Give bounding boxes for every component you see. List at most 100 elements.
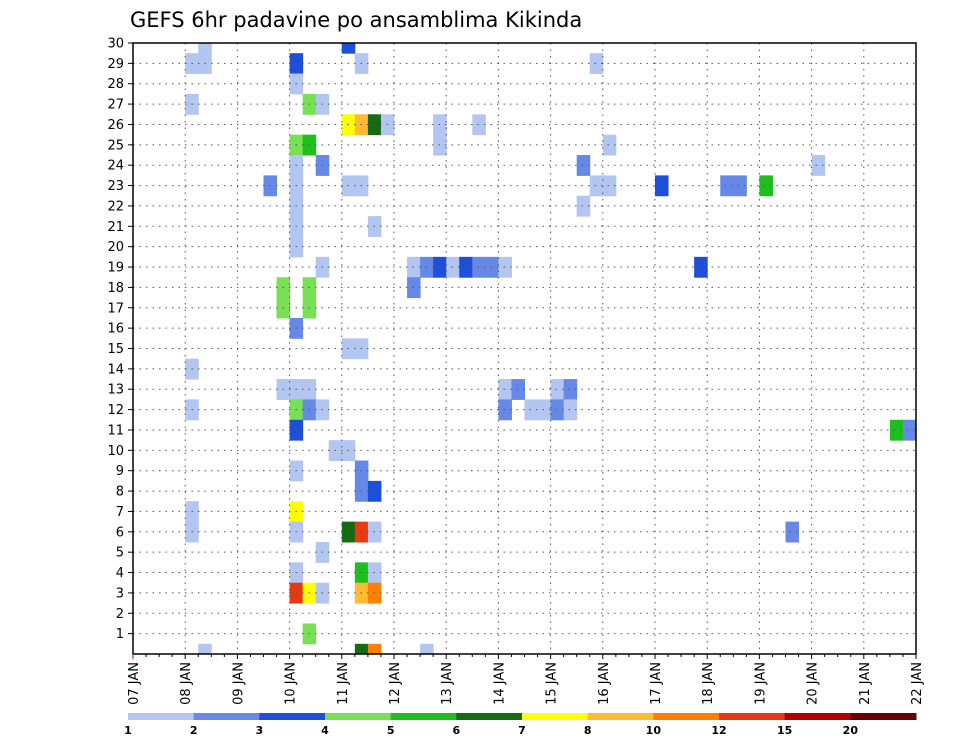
heatmap-cell — [902, 419, 917, 441]
heatmap-cell — [602, 134, 617, 156]
colorbar-label: 2 — [190, 724, 198, 737]
heatmap-cell — [589, 53, 604, 75]
colorbar-segment — [719, 713, 786, 720]
y-tick-label: 8 — [116, 485, 124, 500]
y-tick-label: 25 — [107, 138, 124, 153]
heatmap-cell — [889, 419, 904, 441]
y-tick-label: 22 — [107, 199, 124, 214]
colorbar-label: 4 — [321, 724, 329, 737]
x-tick-label: 17 JAN — [649, 662, 664, 705]
heatmap-cell — [420, 643, 434, 655]
x-tick-label: 19 JAN — [753, 662, 768, 705]
heatmap-cell — [354, 643, 369, 655]
y-tick-label: 24 — [107, 159, 124, 174]
y-tick-label: 30 — [107, 37, 124, 52]
x-axis-ticks: 07 JAN 08 JAN 09 JAN 10 JAN 11 JAN 12 JAN 13 J… — [127, 654, 925, 705]
y-tick-label: 4 — [116, 566, 124, 581]
heatmap-cell — [589, 175, 604, 197]
heatmap-cell — [563, 379, 578, 400]
heatmap-cell — [198, 43, 212, 54]
x-tick-label: 08 JAN — [179, 662, 194, 705]
heatmap-cell — [602, 175, 617, 197]
y-tick-label: 14 — [107, 362, 124, 377]
y-axis-ticks: 1234567891011121314151617181920212223242… — [107, 37, 133, 642]
colorbar-label: 7 — [518, 724, 526, 737]
heatmap-cell — [694, 256, 708, 278]
y-tick-label: 6 — [116, 525, 124, 540]
x-tick-label: 21 JAN — [858, 662, 873, 705]
x-tick-label: 07 JAN — [127, 662, 142, 705]
y-tick-label: 23 — [107, 179, 124, 194]
heatmap-cell — [459, 256, 473, 278]
colorbar-segment — [325, 713, 392, 720]
colorbar-segment — [850, 713, 917, 720]
colorbar-label: 10 — [646, 724, 662, 737]
y-tick-label: 20 — [107, 240, 124, 255]
colorbar-label: 1 — [124, 724, 132, 737]
y-tick-label: 28 — [107, 77, 124, 92]
grid-lines — [133, 43, 916, 654]
chart-title: GEFS 6hr padavine po ansamblima Kikinda — [130, 8, 582, 32]
y-tick-label: 19 — [107, 261, 124, 276]
y-tick-label: 16 — [107, 322, 124, 337]
y-tick-label: 17 — [107, 301, 124, 316]
x-tick-label: 11 JAN — [336, 662, 351, 705]
heatmap-cell — [498, 256, 512, 278]
heatmap-cell — [367, 643, 382, 655]
heatmap-cell — [498, 379, 512, 400]
y-tick-label: 7 — [116, 505, 124, 520]
x-tick-label: 09 JAN — [231, 662, 246, 705]
colorbar-segment — [390, 713, 457, 720]
colorbar-label: 5 — [387, 724, 395, 737]
y-tick-label: 29 — [107, 57, 124, 72]
colorbar-segment — [587, 713, 654, 720]
heatmap-cell — [524, 399, 539, 421]
y-tick-label: 9 — [116, 464, 124, 479]
y-tick-label: 3 — [116, 586, 124, 601]
heatmap-cell — [498, 399, 512, 421]
colorbar-label: 20 — [843, 724, 859, 737]
heatmap-cell — [563, 399, 578, 421]
y-tick-label: 13 — [107, 383, 124, 398]
x-tick-label: 14 JAN — [492, 662, 507, 705]
heatmap-cell — [720, 175, 734, 197]
colorbar-segment — [653, 713, 720, 720]
x-tick-label: 15 JAN — [545, 662, 560, 705]
y-tick-label: 11 — [107, 423, 124, 438]
heatmap-cell — [785, 521, 800, 543]
y-tick-label: 21 — [107, 220, 124, 235]
colorbar-segment — [259, 713, 326, 720]
y-tick-label: 12 — [107, 403, 124, 418]
heatmap-cell — [733, 175, 747, 197]
colorbar-label: 15 — [777, 724, 792, 737]
y-tick-label: 15 — [107, 342, 124, 357]
y-tick-label: 10 — [107, 444, 124, 459]
x-tick-label: 12 JAN — [388, 662, 403, 705]
heatmap-cell — [198, 643, 212, 655]
colorbar-segment — [522, 713, 589, 720]
x-tick-label: 10 JAN — [284, 662, 299, 705]
colorbar-segment — [193, 713, 260, 720]
x-tick-label: 18 JAN — [701, 662, 716, 705]
heatmap-cell — [472, 256, 486, 278]
heatmap-cell — [341, 43, 356, 54]
y-tick-label: 27 — [107, 98, 124, 113]
colorbar-label: 3 — [256, 724, 264, 737]
x-tick-label: 16 JAN — [597, 662, 612, 705]
heatmap-cell — [576, 195, 591, 217]
heatmap-cell — [511, 379, 525, 400]
y-tick-label: 5 — [116, 546, 124, 561]
y-tick-label: 1 — [116, 627, 124, 642]
y-tick-label: 2 — [116, 607, 124, 622]
colorbar: 1 2 3 4 5 6 7 8 10 12 15 20 — [124, 713, 917, 737]
heatmap-cell — [576, 155, 591, 176]
colorbar-segment — [128, 713, 195, 720]
y-tick-label: 26 — [107, 118, 124, 133]
x-tick-label: 20 JAN — [806, 662, 821, 705]
colorbar-segment — [456, 713, 523, 720]
colorbar-segment — [784, 713, 851, 720]
heatmap-cell — [537, 399, 552, 421]
colorbar-label: 8 — [584, 724, 592, 737]
heatmap-cell — [550, 379, 565, 400]
x-tick-label: 13 JAN — [440, 662, 455, 705]
